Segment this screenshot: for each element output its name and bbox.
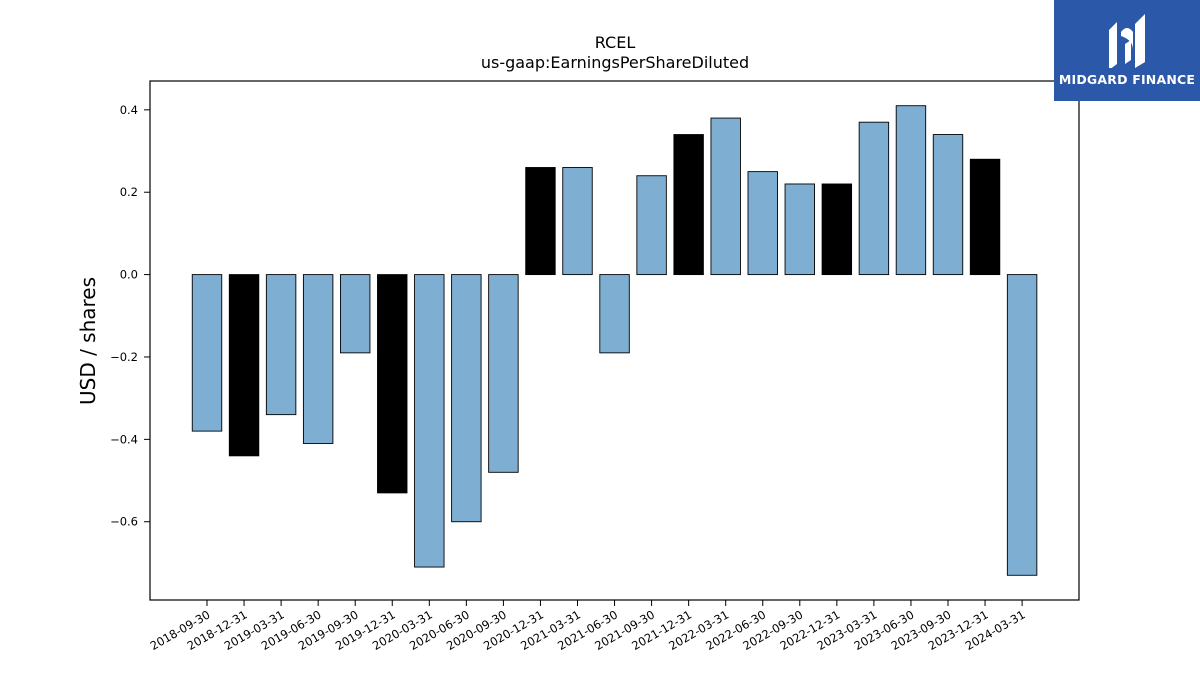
bar-2022-03-31 — [710, 117, 741, 276]
bar-2023-06-30 — [895, 105, 927, 276]
bar-2023-03-31 — [858, 121, 890, 276]
y-axis-label: USD / shares — [76, 277, 100, 405]
bar-2020-03-31 — [414, 274, 445, 568]
y-tick-label: −0.6 — [110, 515, 138, 529]
bar-2021-09-30 — [636, 175, 667, 276]
bar-2023-09-30 — [932, 134, 964, 276]
y-tick-label: −0.4 — [110, 432, 138, 446]
bar-2018-09-30 — [191, 274, 223, 432]
y-axis: −0.6 −0.4 −0.2 0.0 0.2 0.4 — [110, 103, 150, 529]
bar-2019-09-30 — [340, 274, 371, 354]
bar-2022-06-30 — [747, 171, 778, 276]
y-tick-label: 0.4 — [120, 103, 138, 117]
bar-2021-03-31 — [562, 167, 593, 276]
bar-2018-12-31 — [228, 274, 260, 457]
bars-group — [191, 105, 1038, 576]
bar-2020-06-30 — [451, 274, 482, 523]
chart-subtitle: us-gaap:EarningsPerShareDiluted — [481, 53, 749, 72]
bar-2020-12-31 — [525, 167, 556, 276]
bar-2021-12-31 — [673, 134, 704, 276]
y-tick-label: 0.0 — [120, 268, 138, 282]
bar-2020-09-30 — [488, 274, 519, 473]
bar-2019-12-31 — [377, 274, 408, 494]
bar-2019-06-30 — [302, 274, 334, 444]
y-tick-label: −0.2 — [110, 350, 138, 364]
bar-2021-06-30 — [599, 274, 630, 354]
logo-text: MIDGARD FINANCE — [1058, 72, 1196, 87]
midgard-finance-logo: MIDGARD FINANCE — [1054, 0, 1200, 101]
x-axis: 2018-09-302018-12-312019-03-312019-06-30… — [148, 600, 1028, 653]
bar-2022-12-31 — [821, 183, 853, 276]
y-tick-label: 0.2 — [120, 185, 138, 199]
midgard-logo-icon — [1109, 14, 1145, 68]
chart-title: RCEL — [595, 33, 636, 52]
bar-2023-12-31 — [969, 158, 1001, 276]
bar-2024-03-31 — [1006, 274, 1038, 576]
bar-2022-09-30 — [784, 183, 815, 276]
bar-2019-03-31 — [265, 274, 297, 416]
